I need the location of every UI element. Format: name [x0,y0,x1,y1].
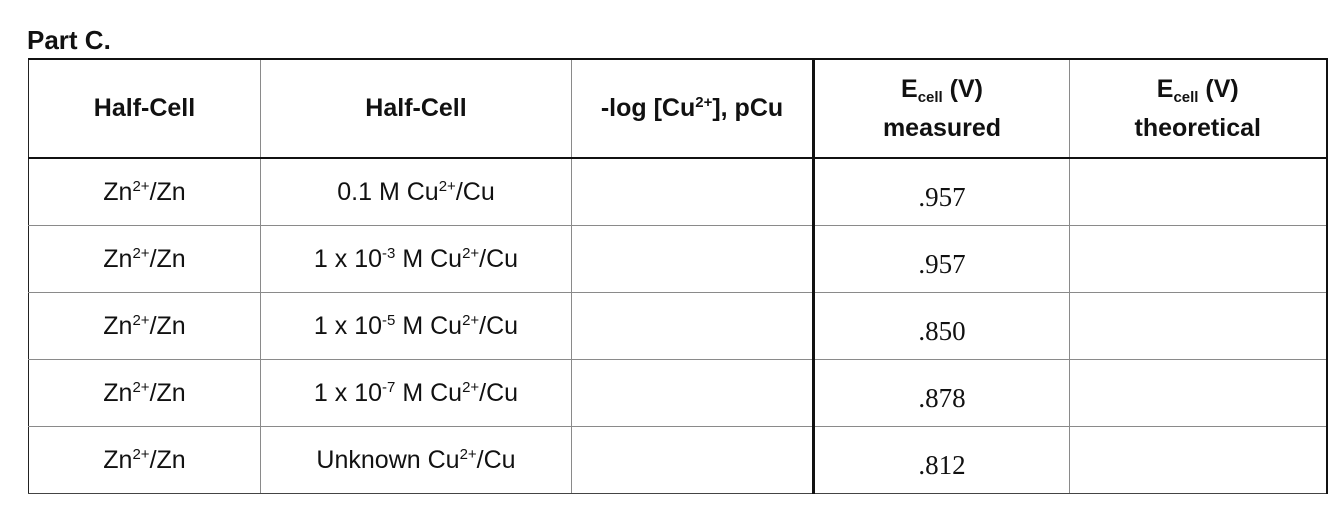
concentration: 1 x 10 [313,244,383,273]
half-cell-1-cell: Zn2+/Zn [28,292,261,360]
ion-symbol: Zn [103,378,133,407]
concentration: 1 x 10 [313,311,383,340]
exponent: -3 [382,244,396,262]
ion-symbol: Zn [103,311,133,340]
electrode: /Cu [455,177,495,206]
ion-charge: 2+ [459,445,477,463]
header-ecell-subscript: cell [1173,88,1199,106]
ion-charge: 2+ [132,445,150,463]
table-row: Zn2+/Zn Unknown Cu2+/Cu .812 [28,426,1328,494]
half-cell-1-cell: Zn2+/Zn [28,225,261,293]
electrode: /Zn [149,244,186,273]
header-ecell-subscript: cell [917,88,943,106]
header-half-cell-2: Half-Cell [260,58,572,159]
ion-symbol: M Cu [395,311,463,340]
ecell-measured-cell[interactable]: .812 [812,426,1070,494]
ecell-theoretical-cell[interactable] [1069,157,1328,226]
ion-symbol: M Cu [395,244,463,273]
electrode: /Cu [479,378,519,407]
half-cell-1-cell: Zn2+/Zn [28,359,261,427]
header-ecell-measured: Ecell (V) measured [812,58,1070,159]
electrode: /Zn [149,445,186,474]
ecell-theoretical-cell[interactable] [1069,426,1328,494]
concentration: 1 x 10 [313,378,383,407]
handwritten-value: .812 [918,449,966,480]
electrode: /Cu [479,244,519,273]
handwritten-value: .850 [918,315,966,346]
table-row: Zn2+/Zn 1 x 10-7 M Cu2+/Cu .878 [28,359,1328,427]
ion-charge: 2+ [462,311,480,329]
table-row: Zn2+/Zn 1 x 10-3 M Cu2+/Cu .957 [28,225,1328,293]
table-row: Zn2+/Zn 1 x 10-5 M Cu2+/Cu .850 [28,292,1328,360]
ion-symbol: Zn [103,177,133,206]
ion-charge: 2+ [132,311,150,329]
header-half-cell-1: Half-Cell [28,58,261,159]
handwritten-value: .957 [918,181,966,212]
pcu-cell[interactable] [571,359,814,427]
header-pcu-prefix: -log [Cu [600,94,696,122]
header-pcu-suffix: ], pCu [712,94,784,122]
half-cell-1-cell: Zn2+/Zn [28,157,261,226]
ion-charge: 2+ [132,244,150,262]
header-pcu: -log [Cu2+], pCu [571,58,814,159]
electrode: /Cu [476,445,516,474]
half-cell-2-cell: 1 x 10-7 M Cu2+/Cu [260,359,572,427]
header-half-cell-2-label: Half-Cell [365,94,467,122]
header-pcu-charge: 2+ [695,94,713,111]
ecell-measured-cell[interactable]: .850 [812,292,1070,360]
half-cell-2-cell: Unknown Cu2+/Cu [260,426,572,494]
concentration: 0.1 M Cu [337,177,439,206]
pcu-cell[interactable] [571,426,814,494]
pcu-cell[interactable] [571,157,814,226]
ion-charge: 2+ [132,378,150,396]
ion-charge: 2+ [462,244,480,262]
header-ecell-theoretical: Ecell (V) theoretical [1069,58,1328,159]
ion-symbol: Zn [103,445,133,474]
ecell-theoretical-cell[interactable] [1069,225,1328,293]
electrode: /Zn [149,311,186,340]
pcu-cell[interactable] [571,292,814,360]
ecell-theoretical-cell[interactable] [1069,359,1328,427]
table-row: Zn2+/Zn 0.1 M Cu2+/Cu .957 [28,157,1328,226]
ecell-theoretical-cell[interactable] [1069,292,1328,360]
header-ecell-symbol: E [1156,74,1174,103]
electrode: /Zn [149,378,186,407]
exponent: -7 [382,378,396,396]
half-cell-1-cell: Zn2+/Zn [28,426,261,494]
header-theoretical-label: theoretical [1134,113,1261,142]
ion-symbol: M Cu [395,378,463,407]
exponent: -5 [382,311,396,329]
handwritten-value: .878 [918,382,966,413]
electrode: /Cu [479,311,519,340]
header-ecell-unit: (V) [1198,74,1239,103]
header-measured-label: measured [882,113,1002,142]
ion-symbol: Zn [103,244,133,273]
half-cell-2-cell: 1 x 10-3 M Cu2+/Cu [260,225,572,293]
ion-charge: 2+ [462,378,480,396]
handwritten-value: .957 [918,248,966,279]
results-table: Half-Cell Half-Cell -log [Cu2+], pCu Ece… [28,58,1328,494]
electrode: /Zn [149,177,186,206]
header-half-cell-1-label: Half-Cell [93,94,196,122]
concentration: Unknown Cu [316,445,460,474]
ion-charge: 2+ [438,177,456,195]
header-ecell-unit: (V) [942,74,983,103]
ecell-measured-cell[interactable]: .878 [812,359,1070,427]
ecell-measured-cell[interactable]: .957 [812,225,1070,293]
ecell-measured-cell[interactable]: .957 [812,157,1070,226]
pcu-cell[interactable] [571,225,814,293]
half-cell-2-cell: 0.1 M Cu2+/Cu [260,157,572,226]
half-cell-2-cell: 1 x 10-5 M Cu2+/Cu [260,292,572,360]
header-row: Half-Cell Half-Cell -log [Cu2+], pCu Ece… [28,58,1328,159]
part-title: Part C. [27,25,111,55]
header-ecell-symbol: E [901,74,918,103]
ion-charge: 2+ [132,177,150,195]
